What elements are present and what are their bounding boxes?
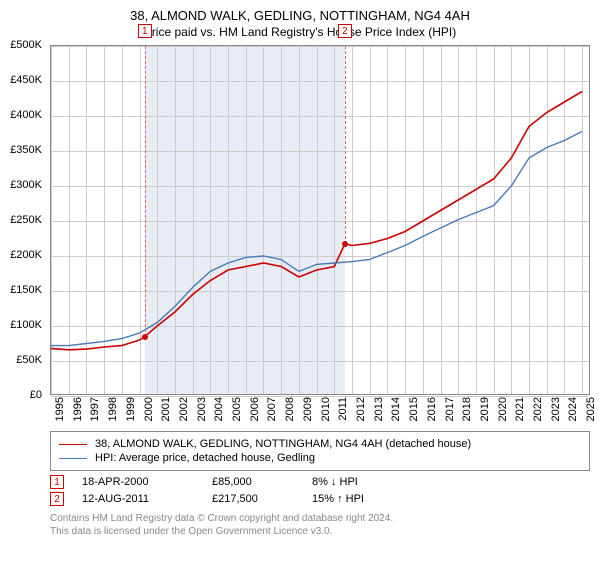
series-hpi (51, 131, 582, 345)
footer: Contains HM Land Registry data © Crown c… (50, 512, 590, 538)
x-axis-label: 2012 (355, 397, 367, 421)
marker-table-row: 2 12-AUG-2011£217,50015% ↑ HPI (50, 492, 590, 506)
marker-date: 12-AUG-2011 (82, 493, 212, 505)
x-axis-label: 2022 (532, 397, 544, 421)
x-axis-label: 2018 (461, 397, 473, 421)
marker-table-row: 1 18-APR-2000£85,0008% ↓ HPI (50, 475, 590, 489)
marker-number-box: 2 (50, 492, 64, 506)
x-axis-label: 2002 (178, 397, 190, 421)
legend-swatch (59, 444, 87, 445)
x-axis-label: 2025 (585, 397, 597, 421)
x-axis-label: 2010 (320, 397, 332, 421)
y-axis-label: £400K (0, 109, 42, 121)
footer-line2: This data is licensed under the Open Gov… (50, 525, 590, 538)
marker-date: 18-APR-2000 (82, 476, 212, 488)
series-price_paid (51, 92, 582, 350)
x-axis-label: 2008 (284, 397, 296, 421)
marker-price: £217,500 (212, 493, 312, 505)
plot-region: 12 (50, 45, 590, 395)
marker-price: £85,000 (212, 476, 312, 488)
legend-label: HPI: Average price, detached house, Gedl… (95, 452, 315, 464)
legend: 38, ALMOND WALK, GEDLING, NOTTINGHAM, NG… (50, 431, 590, 471)
x-axis-label: 2016 (426, 397, 438, 421)
y-axis-label: £150K (0, 284, 42, 296)
x-axis-label: 2005 (231, 397, 243, 421)
legend-label: 38, ALMOND WALK, GEDLING, NOTTINGHAM, NG… (95, 438, 471, 450)
x-axis-label: 2024 (567, 397, 579, 421)
x-axis-label: 2013 (373, 397, 385, 421)
y-axis-label: £200K (0, 249, 42, 261)
x-axis-label: 2001 (160, 397, 172, 421)
x-axis-label: 1997 (89, 397, 101, 421)
y-axis-label: £100K (0, 319, 42, 331)
legend-swatch (59, 458, 87, 459)
x-axis-label: 2007 (266, 397, 278, 421)
y-axis-label: £300K (0, 179, 42, 191)
marker-table: 1 18-APR-2000£85,0008% ↓ HPI 2 12-AUG-2011£… (50, 475, 590, 506)
line-series-svg (51, 46, 591, 396)
y-axis-label: £350K (0, 144, 42, 156)
y-axis-label: £250K (0, 214, 42, 226)
x-axis-label: 2011 (337, 397, 349, 421)
marker-dot (142, 334, 148, 340)
x-axis-label: 2006 (249, 397, 261, 421)
x-axis-label: 2003 (196, 397, 208, 421)
x-axis-label: 1998 (107, 397, 119, 421)
marker-diff: 15% ↑ HPI (312, 493, 432, 505)
x-axis-label: 2004 (213, 397, 225, 421)
x-axis-label: 2021 (514, 397, 526, 421)
marker-box: 1 (138, 24, 152, 38)
marker-diff: 8% ↓ HPI (312, 476, 432, 488)
marker-box: 2 (338, 24, 352, 38)
chart-subtitle: Price paid vs. HM Land Registry's House … (0, 25, 600, 39)
x-axis-label: 1999 (125, 397, 137, 421)
x-axis-label: 2020 (497, 397, 509, 421)
chart-title: 38, ALMOND WALK, GEDLING, NOTTINGHAM, NG… (0, 8, 600, 23)
legend-item: HPI: Average price, detached house, Gedl… (59, 452, 581, 464)
x-axis-label: 1995 (54, 397, 66, 421)
footer-line1: Contains HM Land Registry data © Crown c… (50, 512, 590, 525)
x-axis-label: 2009 (302, 397, 314, 421)
legend-item: 38, ALMOND WALK, GEDLING, NOTTINGHAM, NG… (59, 438, 581, 450)
y-axis-label: £0 (0, 389, 42, 401)
y-axis-label: £450K (0, 74, 42, 86)
chart-container: 38, ALMOND WALK, GEDLING, NOTTINGHAM, NG… (0, 8, 600, 568)
marker-dot (342, 241, 348, 247)
x-axis-label: 2015 (408, 397, 420, 421)
x-axis-label: 2023 (550, 397, 562, 421)
x-axis-label: 2000 (143, 397, 155, 421)
x-axis-label: 2017 (444, 397, 456, 421)
marker-number-box: 1 (50, 475, 64, 489)
y-axis-label: £500K (0, 39, 42, 51)
x-axis-label: 2014 (390, 397, 402, 421)
chart-area: 12 £0£50K£100K£150K£200K£250K£300K£350K£… (50, 45, 590, 425)
x-axis-label: 2019 (479, 397, 491, 421)
x-axis-label: 1996 (72, 397, 84, 421)
y-axis-label: £50K (0, 354, 42, 366)
